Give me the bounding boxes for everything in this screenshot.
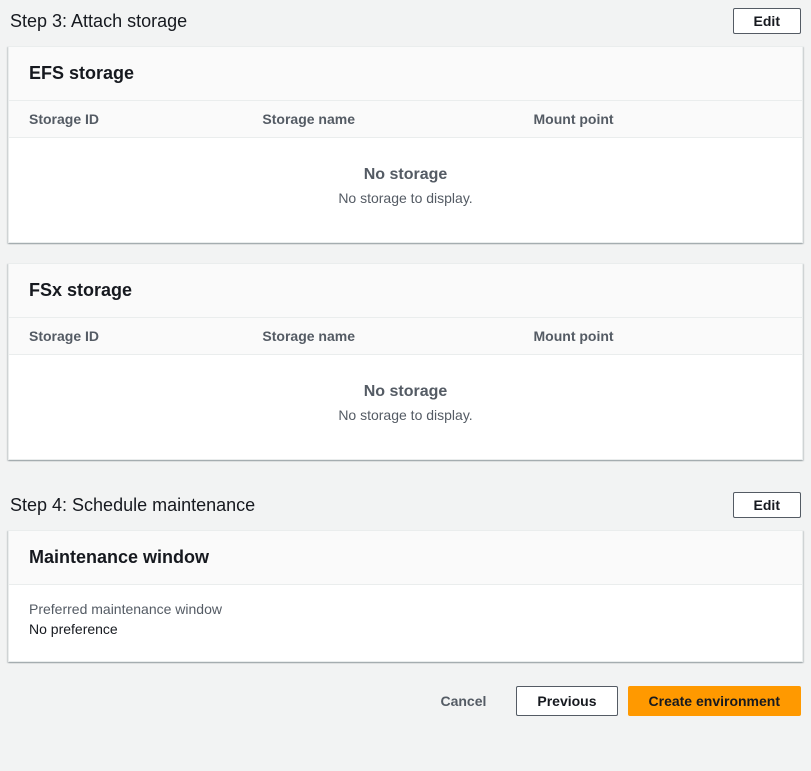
fsx-col-mount-point: Mount point	[534, 328, 782, 344]
fsx-table-header: Storage ID Storage name Mount point	[9, 318, 802, 355]
fsx-col-storage-name: Storage name	[262, 328, 533, 344]
step3-edit-button[interactable]: Edit	[733, 8, 801, 34]
efs-storage-card: EFS storage Storage ID Storage name Moun…	[8, 46, 803, 243]
fsx-empty-subtitle: No storage to display.	[29, 407, 782, 423]
maintenance-card-header: Maintenance window	[9, 531, 802, 585]
maintenance-card-title: Maintenance window	[29, 547, 782, 568]
efs-empty-subtitle: No storage to display.	[29, 190, 782, 206]
fsx-card-header: FSx storage	[9, 264, 802, 318]
maintenance-card-body: Preferred maintenance window No preferen…	[9, 585, 802, 661]
step3-section: Step 3: Attach storage Edit EFS storage …	[8, 8, 803, 460]
fsx-card-title: FSx storage	[29, 280, 782, 301]
efs-col-storage-name: Storage name	[262, 111, 533, 127]
step4-header: Step 4: Schedule maintenance Edit	[8, 492, 803, 518]
step3-title: Step 3: Attach storage	[10, 11, 187, 32]
fsx-empty-title: No storage	[29, 383, 782, 401]
fsx-col-storage-id: Storage ID	[29, 328, 262, 344]
wizard-footer-actions: Cancel Previous Create environment	[8, 682, 803, 716]
fsx-storage-card: FSx storage Storage ID Storage name Moun…	[8, 263, 803, 460]
maintenance-window-card: Maintenance window Preferred maintenance…	[8, 530, 803, 662]
efs-card-title: EFS storage	[29, 63, 782, 84]
efs-col-storage-id: Storage ID	[29, 111, 262, 127]
maintenance-field-value: No preference	[29, 621, 782, 637]
step3-header: Step 3: Attach storage Edit	[8, 8, 803, 34]
previous-button[interactable]: Previous	[516, 686, 617, 716]
efs-empty-state: No storage No storage to display.	[9, 138, 802, 242]
efs-table-header: Storage ID Storage name Mount point	[9, 101, 802, 138]
maintenance-field-label: Preferred maintenance window	[29, 601, 782, 617]
efs-empty-title: No storage	[29, 166, 782, 184]
step4-edit-button[interactable]: Edit	[733, 492, 801, 518]
cancel-button[interactable]: Cancel	[420, 687, 506, 715]
efs-col-mount-point: Mount point	[534, 111, 782, 127]
step4-title: Step 4: Schedule maintenance	[10, 495, 255, 516]
efs-card-header: EFS storage	[9, 47, 802, 101]
fsx-empty-state: No storage No storage to display.	[9, 355, 802, 459]
create-environment-button[interactable]: Create environment	[628, 686, 801, 716]
step4-section: Step 4: Schedule maintenance Edit Mainte…	[8, 492, 803, 662]
